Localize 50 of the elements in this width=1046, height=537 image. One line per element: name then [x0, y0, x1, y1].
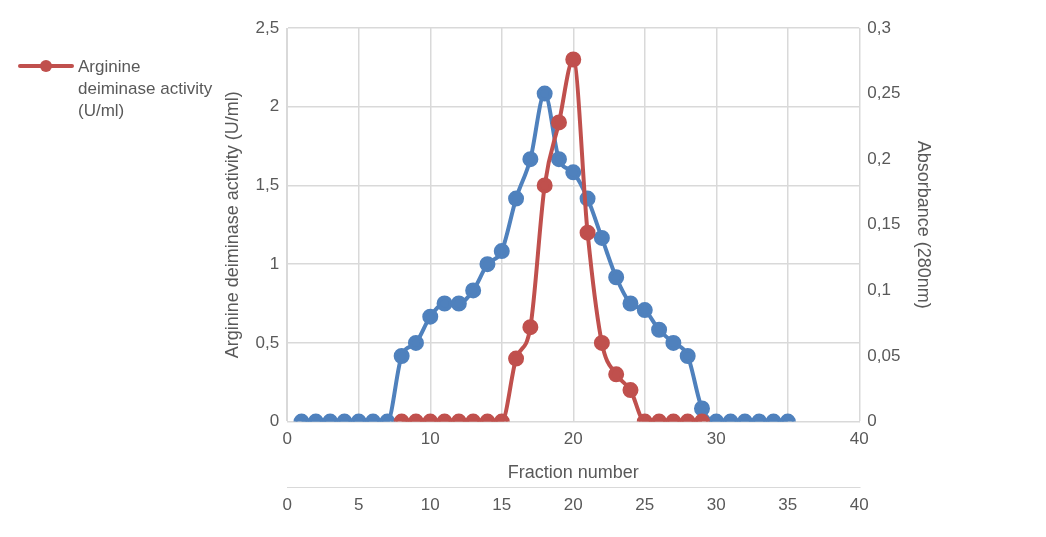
point [493, 243, 510, 260]
y2-tick-label: 0,05 [867, 345, 901, 365]
point [565, 164, 582, 181]
y-tick-label: 1 [269, 253, 280, 273]
point [522, 151, 539, 168]
legend-label: Arginine deiminase activity (U/ml) [78, 56, 214, 122]
point [508, 190, 525, 207]
y2-tick-label: 0,3 [867, 17, 891, 37]
point [579, 224, 596, 241]
x-tick-label: 15 [492, 495, 512, 515]
point [422, 308, 439, 325]
point [665, 334, 682, 351]
point [608, 269, 625, 286]
x2-tick-label: 20 [563, 429, 583, 449]
y-tick-label: 1,5 [255, 175, 280, 195]
y-tick-label: 0,5 [255, 332, 280, 352]
point [550, 151, 567, 168]
point [407, 334, 424, 351]
x-tick-label: 40 [849, 495, 869, 515]
point [450, 295, 467, 312]
point [565, 51, 582, 68]
x2-tick-label: 30 [706, 429, 726, 449]
point [479, 256, 496, 273]
x2-tick-label: 10 [420, 429, 440, 449]
y2-axis-title: Absorbance (280nm) [914, 140, 935, 309]
point [536, 177, 553, 194]
y-tick-label: 2 [269, 96, 280, 116]
point [436, 295, 453, 312]
x-axis-title: Fraction number [507, 461, 639, 482]
x-tick-label: 30 [706, 495, 726, 515]
point [550, 114, 567, 131]
y2-tick-label: 0,2 [867, 148, 891, 168]
y2-tick-label: 0,15 [867, 214, 901, 234]
y2-tick-label: 0,1 [867, 280, 891, 300]
x-tick-label: 5 [354, 495, 364, 515]
x-tick-label: 20 [563, 495, 583, 515]
point [651, 321, 668, 338]
x-tick-label: 10 [420, 495, 440, 515]
y2-tick-label: 0,25 [867, 83, 901, 103]
x2-tick-label: 40 [849, 429, 869, 449]
x-tick-label: 25 [635, 495, 655, 515]
point [465, 282, 482, 299]
y-tick-label: 0 [269, 411, 280, 431]
y-axis-title: Arginine deiminase activity (U/ml) [221, 91, 242, 359]
y-tick-label: 2,5 [255, 17, 280, 37]
point [622, 295, 639, 312]
y2-tick-label: 0 [867, 411, 877, 431]
point [593, 229, 610, 246]
x-tick-label: 35 [778, 495, 798, 515]
point [636, 302, 653, 319]
